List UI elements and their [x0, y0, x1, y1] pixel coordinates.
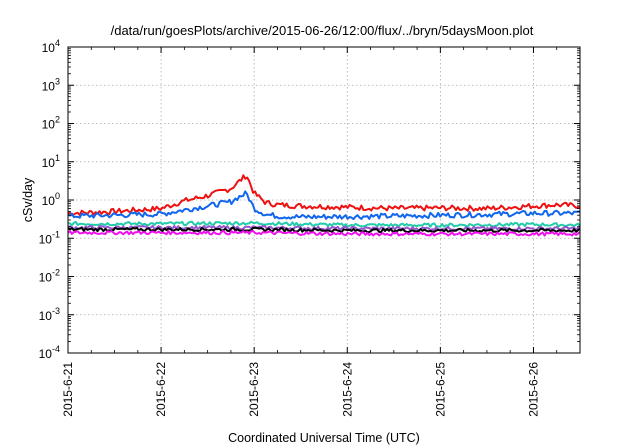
y-tick-label: 10-1 — [39, 229, 60, 246]
grid-lines — [68, 47, 580, 353]
y-axis-label: cSv/day — [21, 177, 35, 222]
x-tick-label: 2015-6-24 — [340, 362, 354, 417]
x-tick-label: 2015-6-21 — [61, 362, 75, 417]
series-line — [67, 190, 581, 221]
y-tick-label: 101 — [42, 153, 60, 170]
x-tick-labels: 2015-6-21 2015-6-22 2015-6-23 2015-6-24 2015… — [61, 362, 540, 417]
y-tick-label: 10-4 — [39, 344, 60, 361]
series-line — [67, 230, 581, 237]
y-tick-labels: 10-4 10-3 10-2 10-1 100 101 102 103 104 — [39, 38, 60, 361]
series-line — [67, 220, 581, 228]
series-line — [67, 226, 581, 234]
x-tick-label: 2015-6-22 — [154, 362, 168, 417]
y-tick-label: 103 — [42, 76, 60, 93]
series-line — [67, 224, 581, 232]
x-tick-label: 2015-6-25 — [433, 362, 447, 417]
chart-title: /data/run/goesPlots/archive/2015-06-26/1… — [111, 23, 534, 38]
x-axis-label: Coordinated Universal Time (UTC) — [228, 431, 420, 445]
axis-ticks — [67, 46, 580, 354]
y-tick-label: 102 — [42, 115, 60, 132]
y-tick-label: 10-3 — [39, 306, 60, 323]
series-line — [67, 174, 581, 217]
y-tick-label: 10-2 — [39, 268, 60, 285]
x-tick-label: 2015-6-23 — [247, 362, 261, 417]
x-tick-label: 2015-6-26 — [526, 362, 540, 417]
y-tick-label: 104 — [42, 38, 60, 55]
y-tick-label: 100 — [42, 191, 60, 208]
series-lines — [67, 174, 581, 237]
